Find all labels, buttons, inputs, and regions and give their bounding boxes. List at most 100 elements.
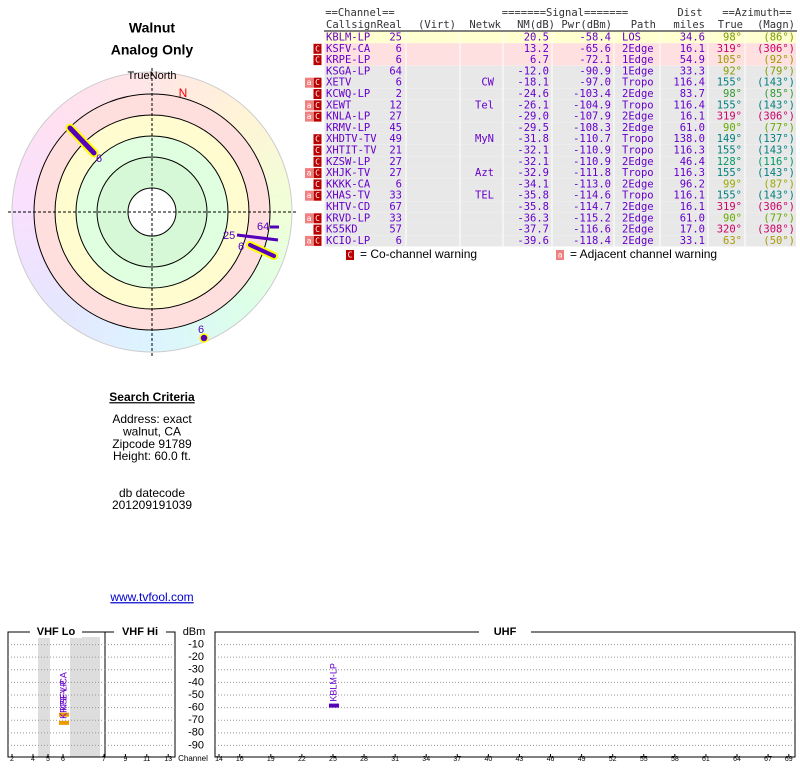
row-bg [324,178,796,190]
cell-real: 21 [389,145,402,157]
cell-path: 2Edge [622,178,654,190]
cell-magn: (50°) [763,235,795,247]
row-bg [324,31,796,44]
cell-path: 2Edge [622,122,654,134]
cell-callsign: KKKK-CA [326,178,371,190]
warning-icon-text: C [315,214,320,223]
x-tick-label: 34 [422,756,430,763]
cell-dist: 61.0 [680,122,705,134]
row-bg [324,111,796,123]
cell-pwr: -103.4 [573,88,611,100]
cell-true: 98° [723,88,742,100]
criteria-line: Height: 60.0 ft. [113,449,191,463]
cell-real: 12 [389,99,402,111]
row-bg [324,133,796,145]
cell-nm: -29.5 [517,122,549,134]
cell-nm: -26.1 [517,99,549,111]
cell-dist: 116.3 [673,167,705,179]
warning-icon [305,213,313,224]
warning-icon-text: C [315,169,320,178]
cell-path: LOS [622,32,641,44]
cell-nm: -18.1 [517,77,549,89]
row-bg [324,43,796,55]
signal-bar [59,712,69,717]
row-bg [324,190,796,202]
cell-nm: -32.9 [517,167,549,179]
warning-icon [313,111,322,122]
row-bg [324,235,796,247]
x-tick-label: 49 [578,756,586,763]
cell-nm: -24.6 [517,88,549,100]
cell-magn: (306°) [757,201,795,213]
cell-callsign: K55KD [326,224,358,236]
cell-path: 2Edge [622,43,654,55]
cell-nm: 20.5 [524,32,549,44]
row-bg [324,224,796,236]
station-label: 6 [96,153,102,165]
cell-pwr: -114.7 [573,201,611,213]
criteria-line: walnut, CA [122,424,181,438]
x-tick-label: 52 [609,756,617,763]
y-tick-label: -10 [188,638,204,650]
cell-nm: -31.8 [517,133,549,145]
row-bg [324,99,796,111]
cell-callsign: XEWT [326,99,352,111]
cell-real: 6 [396,43,402,55]
cell-pwr: -110.9 [573,156,611,168]
cell-true: 155° [717,145,742,157]
cell-nm: -29.0 [517,111,549,123]
band-label-bg [479,626,531,638]
cell-dist: 33.1 [680,235,705,247]
y-tick-label: -70 [188,714,204,726]
cell-magn: (143°) [757,77,795,89]
cell-callsign: KZSW-LP [326,156,370,168]
cell-true: 155° [717,190,742,202]
cell-real: 27 [389,111,402,123]
x-tick-label: 11 [143,756,150,763]
cell-true: 155° [717,99,742,111]
legend-text: = Co-channel warning [360,247,477,261]
link[interactable]: www.tvfool.com [109,590,193,604]
cell-nm: -35.8 [517,190,549,202]
warning-icon [313,77,322,88]
warning-icon [313,145,322,156]
cell-real: 64 [389,65,402,77]
criteria-line: Zipcode 91789 [112,437,192,451]
column-header: (Virt) [418,19,456,31]
band-shade [38,637,50,757]
cell-real: 6 [396,54,402,66]
cell-nm: 13.2 [524,43,549,55]
cell-dist: 46.4 [680,156,705,168]
cell-magn: (79°) [763,65,795,77]
cell-path: 2Edge [622,201,654,213]
cell-callsign: KSGA-LP [326,65,370,77]
cell-real: 2 [396,88,402,100]
column-header: Real [377,19,402,31]
cell-magn: (143°) [757,145,795,157]
panel [104,631,176,758]
column-header: NM(dB) [517,19,555,31]
group-header: ==Azimuth== [722,7,792,19]
cell-path: 1Edge [622,54,654,66]
title: Walnut [129,20,175,36]
signal-label: KBLM-LP [328,663,338,702]
cell-true: 99° [723,178,742,190]
radar: 6 64 25 6 6 TrueNorth N [8,68,296,356]
cell-true: 149° [717,133,742,145]
cell-path: Tropo [622,77,654,89]
cell-path: 2Edge [622,224,654,236]
x-tick-label: 69 [785,756,793,763]
cell-pwr: -90.9 [579,65,611,77]
cell-magn: (308°) [757,224,795,236]
cell-magn: (85°) [763,88,795,100]
x-tick-label: 14 [215,756,223,763]
cell-true: 155° [717,167,742,179]
warning-icon-text: a [307,101,312,110]
station-label: 25 [223,230,235,242]
column-header: Pwr(dBm) [561,19,612,31]
cell-callsign: KRMV-LP [326,122,370,134]
true-north-label: TrueNorth [127,70,176,82]
cell-real: 49 [389,133,402,145]
warning-icon-text: C [315,90,320,99]
x-tick-label: 4 [31,756,35,763]
